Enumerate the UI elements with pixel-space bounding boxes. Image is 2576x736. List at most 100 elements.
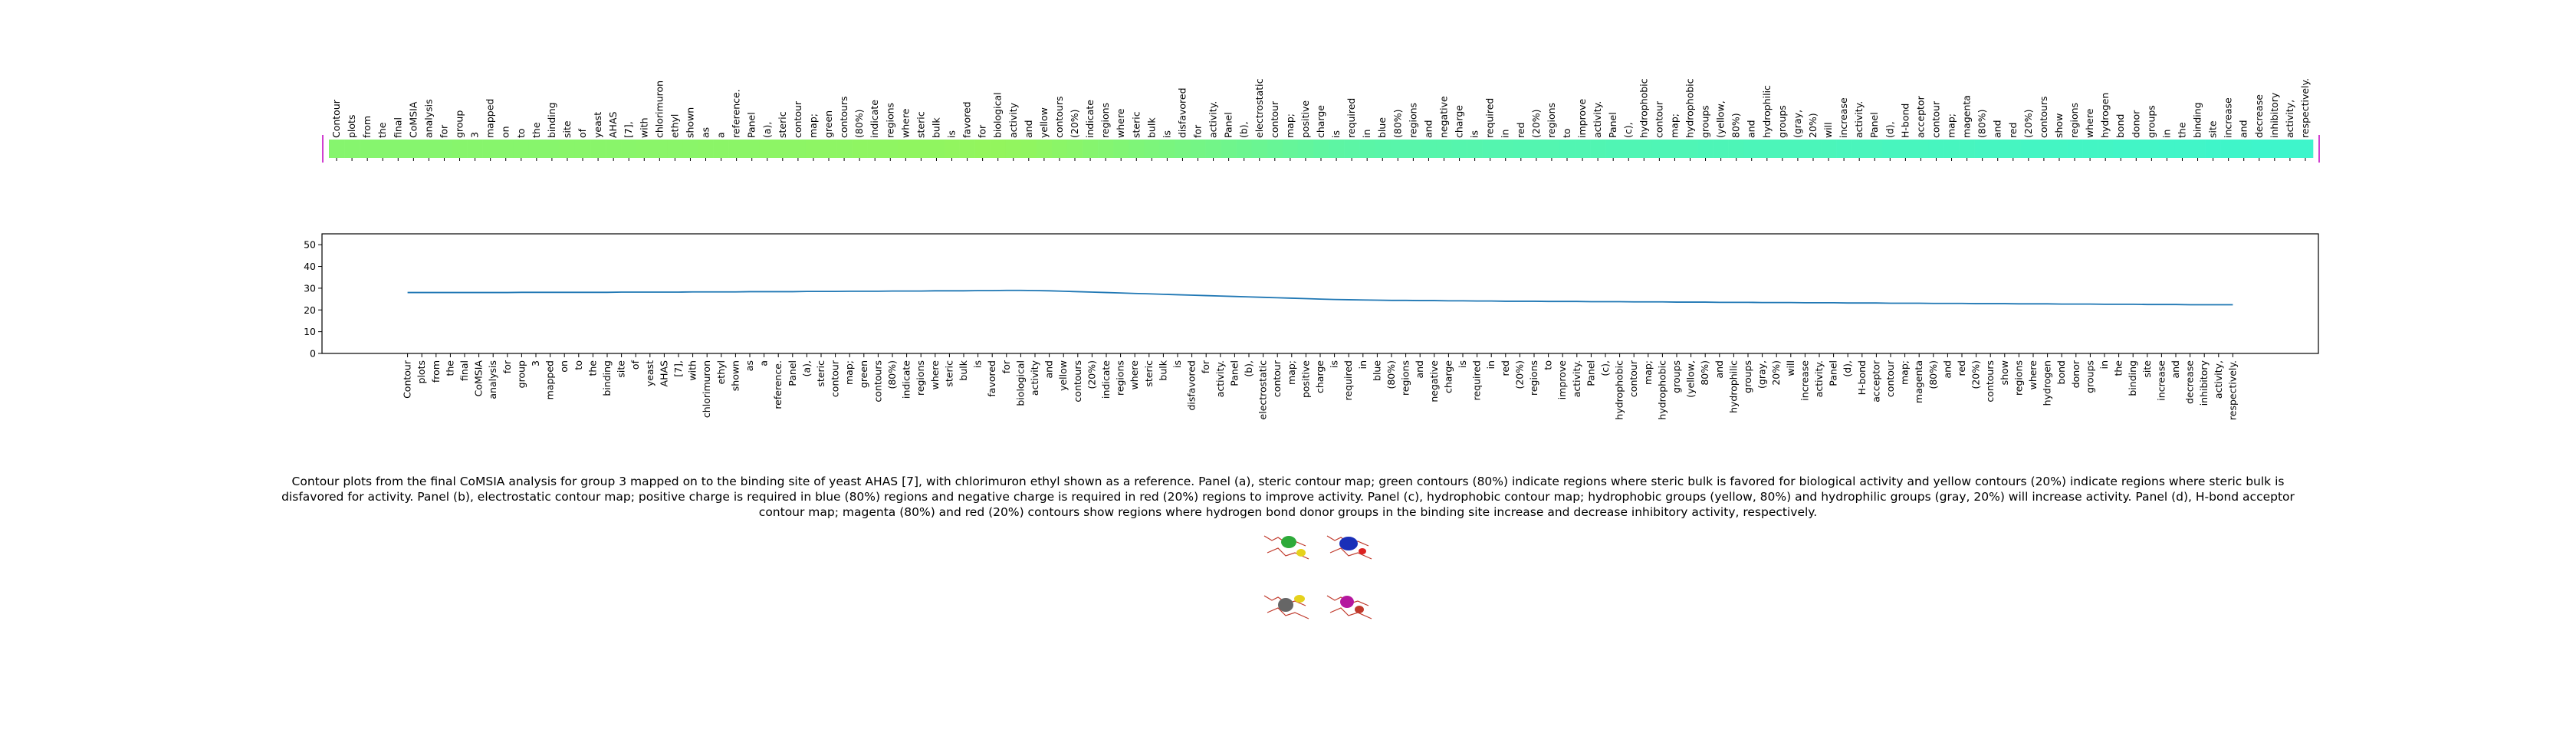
- strip-label: where: [2084, 108, 2095, 138]
- x-tick-label: biological: [1014, 360, 1026, 406]
- x-tick-label: H-bond: [1856, 360, 1868, 395]
- strip-label: hydrophobic: [1684, 78, 1695, 138]
- strip-label: yeast: [592, 112, 603, 138]
- strip-label: ethyl: [669, 114, 680, 138]
- strip-cell: [852, 140, 868, 158]
- strip-cell: [1282, 140, 1299, 158]
- strip-label: favored: [961, 101, 973, 138]
- x-tick-label: 3: [530, 360, 541, 366]
- strip-label: Panel: [1607, 112, 1618, 138]
- x-tick-label: for: [1200, 360, 1211, 373]
- strip-label: (80%): [853, 109, 865, 138]
- strip-label: steric: [1130, 111, 1142, 138]
- strip-label: map;: [1668, 113, 1680, 138]
- strip-cell: [1036, 140, 1053, 158]
- plot-frame: [321, 233, 2319, 354]
- x-tick-label: positive: [1300, 360, 1311, 398]
- y-tick-label: 50: [304, 239, 316, 251]
- strip-cell: [1051, 140, 1068, 158]
- strip-label: red: [1515, 123, 1526, 139]
- y-tick-label: 0: [310, 348, 316, 360]
- strip-label: red: [2007, 123, 2019, 139]
- x-tick-label: blue: [1371, 360, 1382, 381]
- strip-cell: [590, 140, 606, 158]
- x-tick-label: disfavored: [1186, 360, 1198, 411]
- x-tick-label: ethyl: [715, 360, 727, 384]
- strip-label: is: [1161, 130, 1172, 138]
- strip-cell: [2098, 140, 2114, 158]
- x-tick-label: improve: [1556, 360, 1568, 399]
- strip-cell: [2128, 140, 2144, 158]
- strip-label: magenta: [1961, 95, 1973, 138]
- strip-label: and: [2238, 120, 2249, 138]
- strip-cell: [820, 140, 837, 158]
- strip-label: in: [2160, 130, 2172, 138]
- x-tick-label: to: [573, 360, 584, 370]
- strip-label: (20%): [2022, 109, 2034, 138]
- strip-cell: [2020, 140, 2037, 158]
- strip-cell: [1789, 140, 1806, 158]
- strip-label: is: [1469, 130, 1480, 138]
- x-tick-label: is: [1457, 360, 1468, 368]
- x-tick-label: chlorimuron: [701, 360, 712, 418]
- strip-label: to: [515, 128, 527, 138]
- strip-label: increase: [1838, 97, 1849, 138]
- strip-cell: [2113, 140, 2129, 158]
- strip-label: hydrogen: [2099, 93, 2111, 138]
- strip-cell: [1667, 140, 1683, 158]
- x-tick-label: map;: [1899, 360, 1911, 385]
- x-tick-label: Panel: [1228, 360, 1240, 386]
- strip-cell: [1083, 140, 1099, 158]
- x-tick-label: regions: [1115, 360, 1126, 396]
- x-tick-label: is: [1171, 360, 1183, 368]
- x-tick-label: groups: [1671, 360, 1682, 393]
- x-tick-label: where: [929, 360, 941, 390]
- x-tick-label: a: [758, 360, 770, 366]
- strip-cell: [2067, 140, 2083, 158]
- strip-cell: [375, 140, 391, 158]
- x-tick-label: activity.: [1813, 360, 1825, 397]
- strip-cell: [1559, 140, 1576, 158]
- strip-label: hydrophilic: [1761, 85, 1773, 138]
- x-tick-label: negative: [1428, 360, 1440, 402]
- strip-label: (gray,: [1792, 110, 1803, 138]
- x-tick-label: charge: [1314, 360, 1326, 393]
- x-tick-label: hydrophobic: [1656, 360, 1668, 420]
- strip-cell: [2159, 140, 2175, 158]
- x-tick-label: final: [458, 360, 470, 381]
- x-tick-label: (80%): [1927, 360, 1939, 389]
- x-tick-label: site: [2141, 360, 2153, 378]
- x-tick-label: Panel: [787, 360, 798, 386]
- strip-label: indicate: [1084, 100, 1096, 138]
- strip-label: charge: [1315, 105, 1326, 138]
- strip-label: will: [1822, 122, 1834, 138]
- strip-cell: [1713, 140, 1729, 158]
- strip-label: regions: [1099, 103, 1111, 138]
- strip-cell: [1020, 140, 1037, 158]
- strip-label: from: [361, 116, 373, 138]
- strip-cell: [636, 140, 652, 158]
- strip-cell: [1682, 140, 1698, 158]
- y-tick-label: 30: [304, 282, 316, 294]
- strip-cell: [990, 140, 1007, 158]
- strip-label: activity.: [1592, 101, 1603, 138]
- strip-label: respectively.: [2299, 78, 2311, 138]
- strip-cell: [2082, 140, 2098, 158]
- strip-cell: [1297, 140, 1314, 158]
- x-tick-label: increase: [2155, 360, 2167, 401]
- strip-label: site: [561, 120, 573, 138]
- strip-label: required: [1346, 98, 1357, 138]
- x-tick-label: Panel: [1828, 360, 1839, 386]
- strip-label: biological: [992, 92, 1004, 138]
- x-tick-label: charge: [1442, 360, 1454, 393]
- x-tick-label: map;: [1286, 360, 1297, 385]
- x-tick-label: yellow: [1057, 360, 1069, 391]
- strip-cell: [2297, 140, 2314, 158]
- x-tick-label: and: [1414, 360, 1425, 379]
- strip-cell: [1621, 140, 1637, 158]
- strip-cell: [1405, 140, 1421, 158]
- strip-cell: [805, 140, 822, 158]
- strip-label: acceptor: [1914, 95, 1926, 138]
- strip-label: required: [1484, 98, 1496, 138]
- strip-cell: [1236, 140, 1253, 158]
